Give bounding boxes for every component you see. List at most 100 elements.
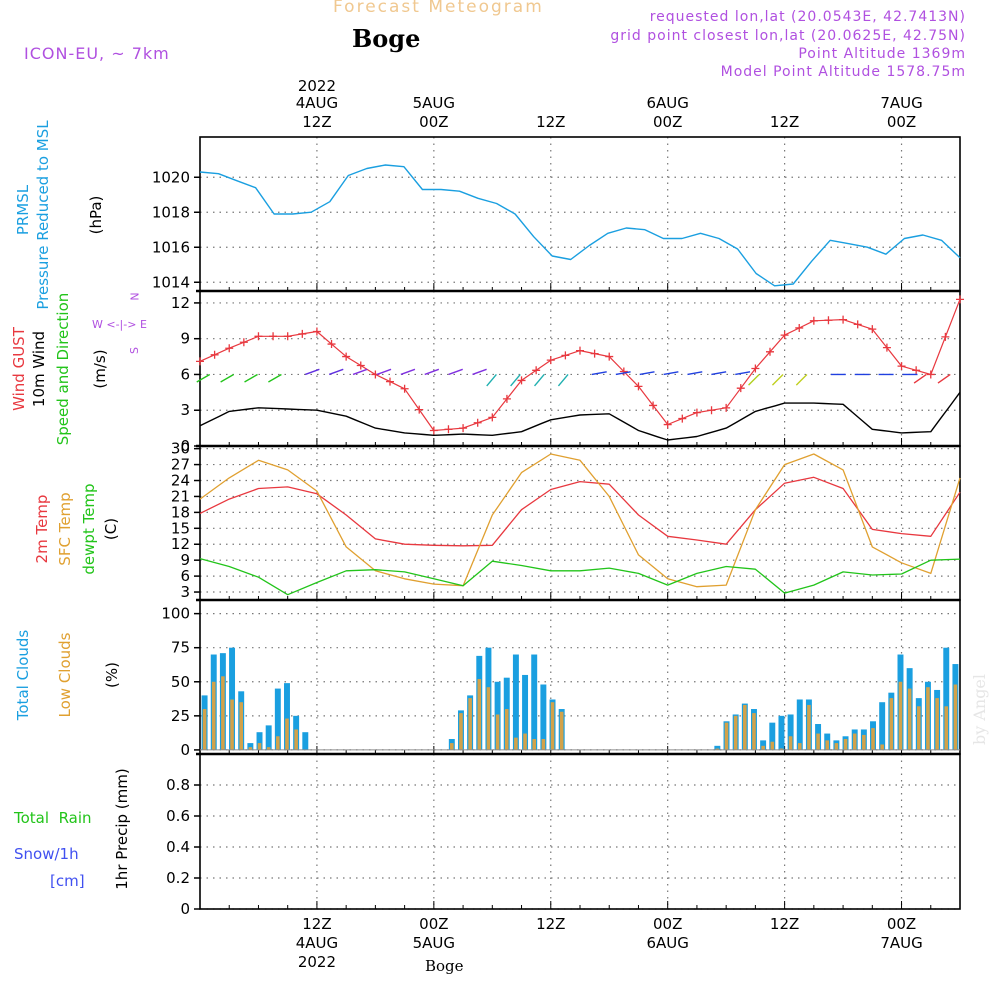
low-cloud-bar [532,739,537,750]
gust-marker [853,320,862,329]
top-date-label: 7AUG [880,94,922,112]
gust-marker [619,367,628,376]
y-tick-label: 0.2 [166,869,190,887]
low-cloud-bar [239,702,243,750]
y-tick-label: 1018 [152,203,190,221]
low-cloud-bar [541,739,546,750]
wind-direction-arrow [510,374,521,387]
gust-marker [356,361,365,370]
grid-point-coords: grid point closest lon,lat (20.0625E, 42… [610,28,966,44]
gust-marker [897,362,906,371]
top-hour-label: 12Z [770,113,799,131]
bottom-hour-label: 00Z [653,915,682,933]
gust-marker [795,323,804,332]
low-cloud-bar [202,709,207,750]
total-cloud-bar [714,745,721,750]
bottom-hour-label: 00Z [419,915,448,933]
product-title: Forecast Meteogram [333,0,544,17]
wind-direction-arrow [639,371,655,376]
gust-marker [692,408,701,417]
gust-marker [532,366,541,375]
gust-marker [239,338,248,347]
low-cloud-bar [816,733,820,750]
low-cloud-bar [276,736,280,750]
low-cloud-bar [248,747,253,750]
station-footer: Boge [425,957,464,975]
wind-direction-arrow [663,371,679,376]
y-tick-label: 75 [171,639,190,657]
wind-direction-arrow [448,368,463,376]
gust-marker [459,424,468,433]
low-cloud-bar [843,739,848,750]
gust-marker [254,332,263,341]
model-label: ICON-EU, ~ 7km [24,44,170,63]
panel-frame [199,599,961,755]
gust-marker [868,325,877,334]
wind-direction-arrow [472,368,487,376]
wind-direction-arrow [748,373,760,386]
low-cloud-bar [944,706,949,750]
bottom-date-label: 4AUG [296,934,338,952]
y-tick-label: 15 [171,519,190,537]
pressure-line [199,164,961,287]
gust-marker [298,329,307,338]
low-cloud-bar [917,706,921,750]
y-tick-label: 12 [171,294,190,312]
gust-marker [386,377,394,386]
y-tick-label: 0.8 [166,776,190,794]
low-cloud-bar [468,698,472,750]
y-tick-label: 12 [171,535,190,553]
low-cloud-bar [834,743,839,750]
gust-marker [502,394,511,403]
gust-marker [634,382,643,391]
gust-marker [941,332,950,341]
bottom-hour-label: 12Z [770,915,799,933]
low-cloud-bar [779,748,784,750]
low-cloud-bar [715,748,720,750]
gust-marker [210,350,219,359]
gust-marker [736,384,745,393]
total-cloud-bar [512,654,519,750]
gust-marker [429,426,438,435]
wind-direction-arrow [771,373,784,386]
wind-direction-arrow [268,373,282,383]
wind-direction-arrow [557,374,569,387]
low-cloud-bar [752,713,756,750]
top-date-label: 4AUG [296,94,338,112]
wind-direction-arrow [687,371,703,376]
top-year-label: 2022 [298,77,336,95]
total-cloud-bar [760,740,767,750]
gust-marker [605,352,614,361]
low-cloud-bar [898,681,903,750]
wind-direction-arrow [220,373,234,383]
panel-frame [199,753,961,910]
low-cloud-bar [926,687,930,750]
low-cloud-bar [294,729,298,750]
panel-frame [199,136,961,292]
total-cloud-bar [787,714,794,750]
low-cloud-bar [797,743,802,750]
low-cloud-bar [559,711,564,750]
total-cloud-bar [769,722,776,750]
top-hour-label: 12Z [536,113,565,131]
total-cloud-bar [522,674,529,750]
gust-marker [824,316,833,325]
low-cloud-bar [459,713,463,750]
y-tick-label: 1016 [152,238,190,256]
total-cloud-bar [540,684,547,750]
gust-marker [809,316,818,325]
gust-marker [312,327,321,336]
gust-marker [342,352,351,361]
bottom-year-label: 2022 [298,953,336,971]
total-cloud-bar [302,732,309,750]
gust-marker [663,420,672,429]
gust-marker [590,349,599,358]
low-cloud-bar [770,741,775,750]
low-cloud-bar [880,744,884,750]
wind-direction-arrow [795,373,808,386]
wind-direction-arrow [400,368,416,376]
wind-direction-arrow [424,368,440,376]
gust-marker [839,315,848,324]
bottom-hour-label: 12Z [536,915,565,933]
